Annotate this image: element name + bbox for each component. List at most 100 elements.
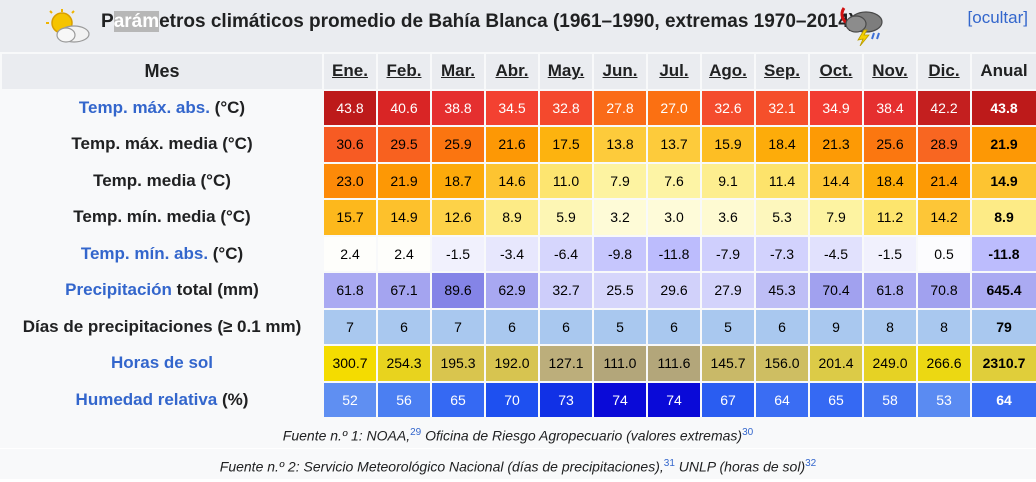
annual-cell: 64 [970, 380, 1036, 419]
data-cell: 14.4 [808, 161, 864, 200]
data-cell: 67.1 [376, 271, 432, 310]
month-header[interactable]: Jul. [646, 52, 702, 91]
data-cell: 70.4 [808, 271, 864, 310]
data-cell: 6 [538, 307, 594, 346]
mes-header: Mes [0, 52, 324, 91]
data-cell: 3.2 [592, 198, 648, 237]
source-2-text: Fuente n.º 2: Servicio Meteorológico Nac… [219, 458, 664, 475]
data-cell: 32.1 [754, 88, 810, 127]
annual-cell: 14.9 [970, 161, 1036, 200]
data-cell: 15.9 [700, 125, 756, 164]
row-label-link[interactable]: Horas de sol [110, 353, 214, 373]
month-header[interactable]: Feb. [376, 52, 432, 91]
data-cell: 18.4 [754, 125, 810, 164]
data-cell: 5 [592, 307, 648, 346]
data-cell: 7.6 [646, 161, 702, 200]
month-header[interactable]: May. [538, 52, 594, 91]
row-label-text: Temp. máx. media (°C) [71, 134, 253, 154]
reference-29-link[interactable]: 29 [410, 427, 422, 438]
month-header[interactable]: Oct. [808, 52, 864, 91]
table-title: Parámetros climáticos promedio de Bahía … [101, 11, 856, 32]
collapse-toggle[interactable]: [ocultar] [968, 8, 1028, 28]
reference-30-link[interactable]: 30 [742, 427, 754, 438]
data-cell: 3.6 [700, 198, 756, 237]
data-cell: 74 [592, 380, 648, 419]
row-label: Temp. media (°C) [0, 161, 324, 200]
data-cell: 25.6 [862, 125, 918, 164]
data-cell: 3.0 [646, 198, 702, 237]
reference-32-link[interactable]: 32 [805, 458, 817, 469]
data-cell: -1.5 [862, 234, 918, 273]
data-cell: 64 [754, 380, 810, 419]
data-cell: 254.3 [376, 344, 432, 383]
row-label-link[interactable]: Temp. mín. abs. [80, 243, 209, 263]
data-cell: 18.4 [862, 161, 918, 200]
data-cell: 6 [376, 307, 432, 346]
data-cell: 8.9 [484, 198, 540, 237]
data-cell: 156.0 [754, 344, 810, 383]
table-row: Humedad relativa (%) 52 56 65 70 73 74 74 67 64 65… [0, 380, 1036, 419]
data-cell: 14.2 [916, 198, 972, 237]
row-label-text: (°C) [209, 97, 246, 117]
data-cell: 249.0 [862, 344, 918, 383]
data-cell: -11.8 [646, 234, 702, 273]
data-cell: 27.0 [646, 88, 702, 127]
month-header[interactable]: Nov. [862, 52, 918, 91]
source-note-2: Fuente n.º 2: Servicio Meteorológico Nac… [0, 449, 1036, 479]
data-cell: 32.8 [538, 88, 594, 127]
month-header[interactable]: Jun. [592, 52, 648, 91]
row-label-link[interactable]: Humedad relativa [75, 389, 218, 409]
data-cell: -6.4 [538, 234, 594, 273]
data-cell: 2.4 [376, 234, 432, 273]
source-note-1: Fuente n.º 1: NOAA,29 Oficina de Riesgo … [0, 418, 1036, 448]
row-label-text: Días de precipitaciones (≥ 0.1 mm) [22, 316, 302, 336]
data-cell: 70 [484, 380, 540, 419]
month-header[interactable]: Ene. [322, 52, 378, 91]
row-label: Horas de sol [0, 344, 324, 383]
row-label: Temp. máx. media (°C) [0, 125, 324, 164]
data-cell: 5.9 [538, 198, 594, 237]
data-cell: 67 [700, 380, 756, 419]
data-cell: 8 [916, 307, 972, 346]
month-header[interactable]: Ago. [700, 52, 756, 91]
data-cell: 13.8 [592, 125, 648, 164]
data-cell: 34.5 [484, 88, 540, 127]
data-cell: 25.5 [592, 271, 648, 310]
collapse-link[interactable]: [ocultar] [967, 8, 1028, 27]
data-cell: 43.8 [322, 88, 378, 127]
data-cell: 17.5 [538, 125, 594, 164]
data-cell: 53 [916, 380, 972, 419]
month-header[interactable]: Sep. [754, 52, 810, 91]
annual-cell: 645.4 [970, 271, 1036, 310]
source-1-text: Fuente n.º 1: NOAA, [282, 427, 411, 444]
table-row: Precipitación total (mm) 61.8 67.1 89.6 62.9… [0, 271, 1036, 310]
table-row: Temp. máx. abs. (°C) 43.8 40.6 38.8 34.5 32.8… [0, 88, 1036, 127]
data-cell: 40.6 [376, 88, 432, 127]
data-cell: 145.7 [700, 344, 756, 383]
month-header[interactable]: Mar. [430, 52, 486, 91]
data-cell: 65 [430, 380, 486, 419]
data-cell: 61.8 [322, 271, 378, 310]
data-cell: 27.9 [700, 271, 756, 310]
table-row: Temp. máx. media (°C) 30.6 29.5 25.9 21.6 17.… [0, 125, 1036, 164]
data-cell: 38.8 [430, 88, 486, 127]
data-cell: 2.4 [322, 234, 378, 273]
annual-cell: 21.9 [970, 125, 1036, 164]
data-cell: 21.3 [808, 125, 864, 164]
data-cell: 52 [322, 380, 378, 419]
data-cell: 13.7 [646, 125, 702, 164]
row-label-link[interactable]: Precipitación [65, 280, 172, 300]
data-cell: 9 [808, 307, 864, 346]
row-label: Días de precipitaciones (≥ 0.1 mm) [0, 307, 324, 346]
data-cell: -4.5 [808, 234, 864, 273]
data-cell: -1.5 [430, 234, 486, 273]
data-cell: 21.4 [916, 161, 972, 200]
reference-31-link[interactable]: 31 [663, 458, 675, 469]
data-cell: 127.1 [538, 344, 594, 383]
month-header[interactable]: Abr. [484, 52, 540, 91]
data-cell: 62.9 [484, 271, 540, 310]
data-cell: 9.1 [700, 161, 756, 200]
row-label-link[interactable]: Temp. máx. abs. [78, 97, 210, 117]
annual-cell: 79 [970, 307, 1036, 346]
month-header[interactable]: Dic. [916, 52, 972, 91]
